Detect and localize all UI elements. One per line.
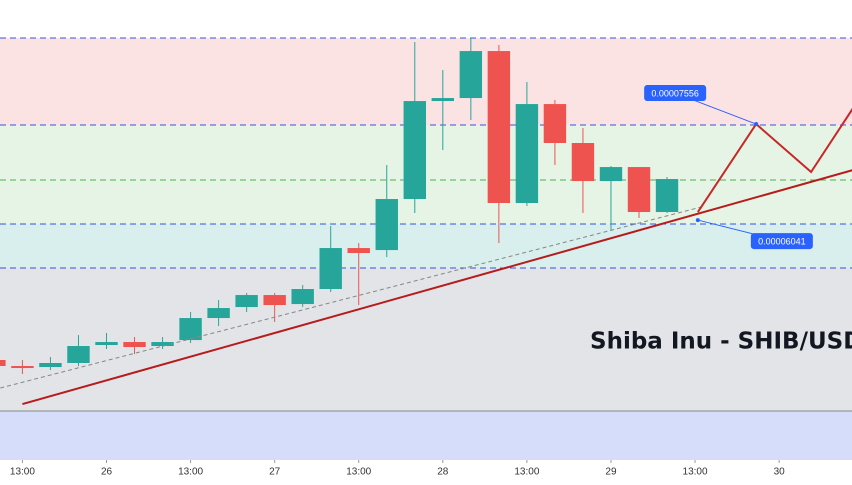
label-box: [750, 233, 813, 250]
zone: [0, 268, 852, 412]
label-anchor: [695, 218, 700, 223]
trend-line: [22, 169, 852, 406]
candle-body: [263, 295, 286, 306]
candle-body: [319, 248, 342, 290]
x-tick-label: 13:00: [178, 467, 203, 478]
candle-body: [0, 360, 6, 367]
candle-body: [151, 342, 174, 347]
zone: [0, 411, 852, 460]
x-tick-label: 13:00: [10, 467, 35, 478]
candle-body: [655, 179, 679, 213]
label-anchor: [754, 122, 759, 127]
x-tick-label: 30: [774, 467, 786, 478]
chart-title: Shiba Inu - SHIB/USD: [590, 329, 852, 355]
x-tick-label: 13:00: [683, 467, 708, 478]
price-label: 0.00007556: [651, 88, 699, 98]
candle-body: [179, 318, 202, 341]
x-tick-label: 29: [605, 467, 617, 478]
axis-area: [0, 460, 852, 485]
x-tick-label: 28: [437, 467, 449, 478]
trend-line: [0, 206, 702, 389]
candle-body: [487, 51, 511, 204]
candle-body: [123, 342, 146, 348]
zone: [0, 224, 852, 269]
candle-body: [11, 366, 34, 369]
candle-body: [459, 51, 483, 99]
candle-body: [627, 167, 651, 213]
candle-body: [599, 167, 623, 182]
label-box: [644, 85, 707, 102]
candle-body: [571, 143, 595, 182]
zone: [0, 0, 852, 39]
candle-body: [95, 342, 118, 346]
candle-body: [207, 308, 230, 319]
candle-body: [235, 295, 258, 308]
candle-body: [291, 289, 314, 305]
candle-body: [403, 101, 426, 200]
candle-body: [375, 199, 398, 251]
x-tick-label: 13:00: [346, 467, 371, 478]
x-tick-label: 26: [101, 467, 113, 478]
candle-body: [347, 248, 370, 254]
trend-line: [697, 107, 852, 213]
candle-body: [39, 363, 62, 368]
x-tick-label: 27: [269, 467, 281, 478]
candle-body: [431, 98, 455, 102]
x-tick-label: 13:00: [514, 467, 539, 478]
candle-body: [543, 104, 567, 144]
price-label: 0.00006041: [758, 236, 806, 246]
candle-body: [515, 104, 539, 204]
candle-body: [67, 346, 90, 364]
